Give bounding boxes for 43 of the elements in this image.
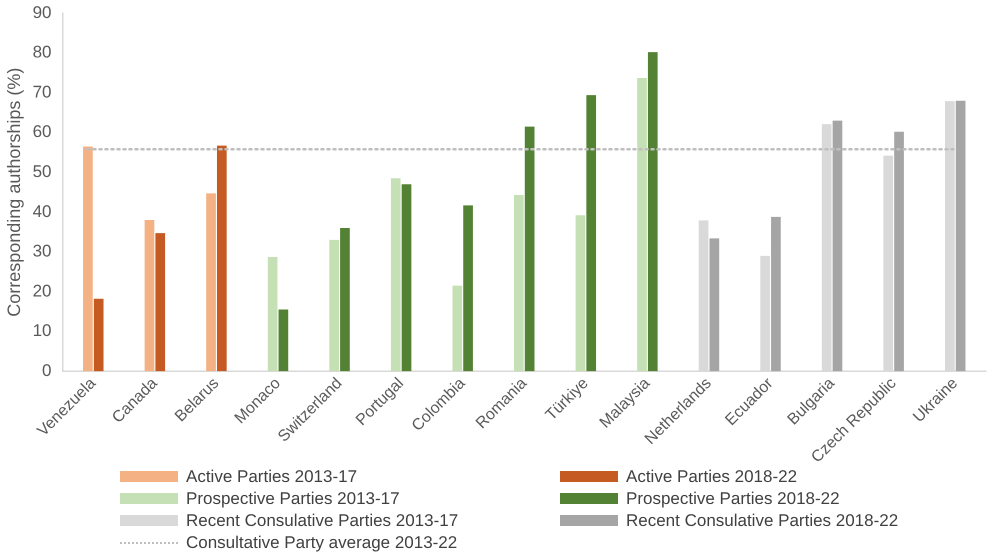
bar [206,193,216,372]
y-tick-label: 30 [32,242,52,261]
bar [329,240,340,372]
bar [340,228,350,372]
bar [452,286,462,372]
bar [514,194,524,372]
y-tick-label: 60 [32,122,52,142]
bar [576,215,586,372]
y-axis-title: Corresponding authorships (%) [4,68,24,317]
bar [278,310,288,372]
legend-label: Recent Consulative Parties 2013-17 [186,510,458,530]
bar [524,126,534,372]
y-tick-label: 10 [32,321,52,340]
bar [268,257,278,372]
y-tick-label: 40 [32,202,52,221]
y-tick-label: 80 [32,42,52,62]
y-tick-label: 50 [32,162,52,181]
bar [83,146,93,372]
bar [648,52,658,372]
bar [144,220,154,372]
y-tick-label: 0 [42,360,52,380]
bar [956,100,966,372]
bar [832,120,842,372]
bar [586,95,596,372]
bar [94,298,104,372]
bar [709,238,720,372]
y-tick-label: 20 [32,281,52,300]
bar [216,146,227,372]
bar [771,216,781,372]
bar [637,78,647,372]
legend-label: Active Parties 2018-22 [626,466,798,486]
bar [463,205,473,372]
bar [155,233,166,372]
legend-label: Consultative Party average 2013-22 [186,532,458,552]
legend-label: Prospective Parties 2013-17 [186,488,400,508]
bar [402,184,412,372]
bar [390,178,401,372]
bar [894,132,904,372]
y-tick-label: 70 [32,82,52,102]
legend-label: Prospective Parties 2018-22 [626,488,840,508]
legend-label: Active Parties 2013-17 [186,466,358,486]
y-tick-label: 90 [32,2,52,22]
legend-label: Recent Consulative Parties 2018-22 [626,510,898,530]
